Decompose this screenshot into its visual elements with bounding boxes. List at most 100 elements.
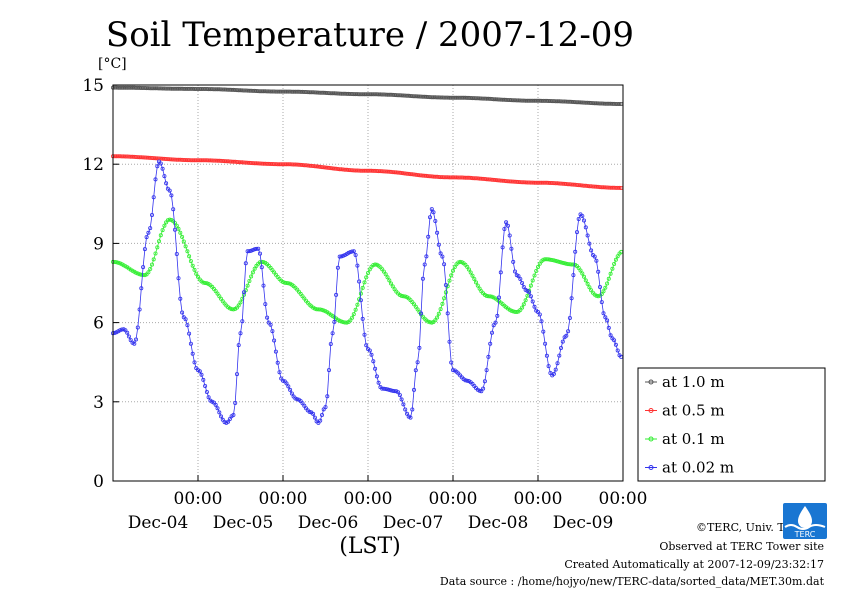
data-point xyxy=(571,182,576,187)
data-point xyxy=(496,178,501,183)
data-point xyxy=(550,257,555,262)
data-point xyxy=(335,265,340,270)
data-point xyxy=(475,283,480,288)
data-point xyxy=(518,276,523,281)
data-point xyxy=(422,262,427,267)
data-point xyxy=(190,263,195,268)
data-point xyxy=(564,181,569,186)
data-point xyxy=(346,167,351,172)
data-point xyxy=(536,264,541,269)
data-point xyxy=(516,98,521,103)
data-point xyxy=(153,177,158,182)
x-axis-label: (LST) xyxy=(339,534,401,559)
data-point xyxy=(426,319,431,324)
y-axis-unit-label: [°C] xyxy=(98,56,127,72)
data-point xyxy=(144,235,149,240)
data-point xyxy=(530,299,535,304)
y-tick-label: 12 xyxy=(82,155,104,175)
data-point xyxy=(351,168,356,173)
data-point xyxy=(256,161,261,166)
data-point xyxy=(482,379,487,384)
data-point xyxy=(486,294,491,299)
data-point xyxy=(192,360,197,365)
data-point xyxy=(350,249,355,254)
legend-label: at 0.5 m xyxy=(662,402,725,420)
data-point xyxy=(601,289,606,294)
data-point xyxy=(118,328,123,333)
data-point xyxy=(504,97,509,102)
data-point xyxy=(351,249,356,254)
data-point xyxy=(527,180,532,185)
data-point xyxy=(254,161,259,166)
data-point xyxy=(321,90,326,95)
data-point xyxy=(137,307,142,312)
data-point xyxy=(206,395,211,400)
legend-box xyxy=(637,367,826,482)
data-point xyxy=(229,307,234,312)
data-point xyxy=(564,261,569,266)
data-point xyxy=(133,85,138,90)
data-point xyxy=(559,181,564,186)
data-point xyxy=(238,300,243,305)
data-point xyxy=(399,170,404,175)
grid-layer xyxy=(113,85,623,481)
data-point xyxy=(273,349,278,354)
data-point xyxy=(234,372,239,377)
series-at-1-0-m xyxy=(111,85,624,107)
data-point xyxy=(401,171,406,176)
data-point xyxy=(445,311,450,316)
data-point xyxy=(440,301,445,306)
data-point xyxy=(180,310,185,315)
data-point xyxy=(399,397,404,402)
data-point xyxy=(263,302,268,307)
data-point xyxy=(303,163,308,168)
data-point xyxy=(575,230,580,235)
data-point xyxy=(162,223,167,228)
data-point xyxy=(399,293,404,298)
data-point xyxy=(576,265,581,270)
data-point xyxy=(496,97,501,102)
data-point xyxy=(270,329,275,334)
data-point xyxy=(291,162,296,167)
data-point xyxy=(498,178,503,183)
data-point xyxy=(201,377,206,382)
data-point xyxy=(553,181,558,186)
data-point xyxy=(612,261,617,266)
data-point xyxy=(188,158,193,163)
data-point xyxy=(364,343,369,348)
data-point xyxy=(171,157,176,162)
data-point xyxy=(243,160,248,165)
data-point xyxy=(376,92,381,97)
data-point xyxy=(411,94,416,99)
data-point xyxy=(612,185,617,190)
legend-entry: at 1.0 m xyxy=(645,373,725,391)
data-point xyxy=(484,293,489,298)
data-point xyxy=(183,244,188,249)
data-point xyxy=(589,288,594,293)
data-point xyxy=(339,319,344,324)
data-point xyxy=(613,342,618,347)
data-point xyxy=(151,156,156,161)
data-point xyxy=(564,99,569,104)
data-point xyxy=(162,174,167,179)
data-point xyxy=(296,89,301,94)
data-point xyxy=(203,383,208,388)
data-point xyxy=(119,327,124,332)
data-point xyxy=(601,185,606,190)
data-point xyxy=(537,312,542,317)
data-point xyxy=(594,293,599,298)
data-point xyxy=(245,283,250,288)
data-point xyxy=(176,226,181,231)
data-point xyxy=(458,259,463,264)
data-point xyxy=(249,160,254,165)
data-point xyxy=(383,92,388,97)
legend-entry: at 0.5 m xyxy=(645,402,725,420)
data-point xyxy=(507,233,512,238)
data-point xyxy=(146,230,151,235)
data-point xyxy=(231,412,236,417)
data-point xyxy=(496,295,501,300)
data-point xyxy=(413,368,418,373)
data-point xyxy=(410,407,415,412)
data-point xyxy=(576,216,581,221)
data-point xyxy=(373,262,378,267)
